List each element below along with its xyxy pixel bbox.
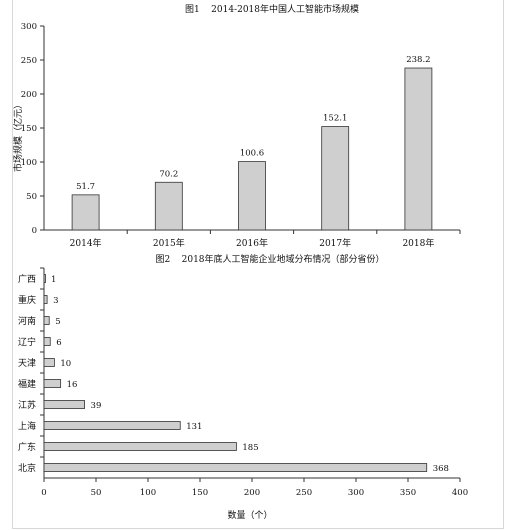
chart2-data-label: 1 <box>51 275 56 285</box>
chart2-data-label: 5 <box>55 317 60 327</box>
chart2-x-tick-label: 150 <box>192 488 208 498</box>
chart2-data-label: 368 <box>433 464 449 474</box>
chart2-x-tick-label: 50 <box>91 488 102 498</box>
chart2-bar <box>43 295 48 304</box>
figure-frame <box>12 0 504 529</box>
chart1-x-tick-label: 2017年 <box>319 237 351 249</box>
chart1-x-tick-label: 2014年 <box>70 237 102 249</box>
chart1-y-tick-label: 150 <box>21 124 37 134</box>
chart2-bar <box>43 358 55 367</box>
chart2-bar <box>43 421 181 430</box>
chart1-data-label: 70.2 <box>159 169 178 179</box>
chart2-y-tick-label: 广西 <box>18 273 36 285</box>
chart2-data-label: 39 <box>91 401 102 411</box>
chart1-bar <box>238 161 266 231</box>
chart2-y-tick-label: 福建 <box>18 378 36 390</box>
chart1-title: 图1 2014-2018年中国人工智能市场规模 <box>185 3 359 15</box>
chart1-y-tick-label: 300 <box>21 22 37 32</box>
chart2-bar <box>43 400 85 409</box>
chart2-x-tick-label: 250 <box>296 488 312 498</box>
chart2-data-label: 10 <box>60 359 71 369</box>
chart1-y-axis-label: 市场规模（亿元） <box>12 100 24 172</box>
chart1-data-label: 51.7 <box>76 182 95 192</box>
chart2-bar <box>43 463 428 472</box>
chart2-y-tick-label: 上海 <box>18 420 36 432</box>
chart2-bar <box>43 379 62 388</box>
chart1-bar <box>404 67 433 231</box>
chart2-y-tick-label: 河南 <box>18 315 36 327</box>
chart1-y-tick-label: 200 <box>21 90 37 100</box>
chart2-bar <box>43 337 51 346</box>
chart1-y-tick-label: 250 <box>21 56 37 66</box>
chart1-bar <box>321 126 350 231</box>
chart1-x-tick-label: 2016年 <box>236 237 268 249</box>
chart1-y-tick-label: 0 <box>32 226 37 236</box>
chart2-x-tick-label: 350 <box>400 488 416 498</box>
chart2-x-tick-label: 300 <box>348 488 364 498</box>
chart2-y-tick-label: 广东 <box>18 441 36 453</box>
chart2-x-axis-label: 数量（个） <box>227 509 272 521</box>
chart2-y-tick-label: 北京 <box>18 462 36 474</box>
chart2-bar <box>43 274 46 283</box>
chart2-data-label: 185 <box>242 443 258 453</box>
chart2-y-tick-label: 重庆 <box>18 294 36 306</box>
chart2-y-tick-label: 辽宁 <box>18 336 36 348</box>
chart2-data-label: 3 <box>53 296 58 306</box>
chart2-x-tick-label: 400 <box>452 488 468 498</box>
chart1-bar <box>154 181 183 231</box>
chart1-bar <box>71 194 100 231</box>
chart2-x-tick-label: 0 <box>41 488 46 498</box>
chart1-y-tick-label: 50 <box>26 192 37 202</box>
chart1-data-label: 100.6 <box>240 149 264 159</box>
chart1-y-tick-label: 100 <box>21 158 37 168</box>
chart1-x-tick-label: 2015年 <box>153 237 185 249</box>
chart2-bar <box>43 442 237 451</box>
chart2-bar <box>43 316 50 325</box>
chart2-data-label: 16 <box>67 380 78 390</box>
chart1-x-tick-label: 2018年 <box>402 237 434 249</box>
chart2-data-label: 131 <box>186 422 202 432</box>
chart2-x-tick-label: 200 <box>244 488 260 498</box>
chart2-data-label: 6 <box>56 338 61 348</box>
chart2-title: 图2 2018年底人工智能企业地域分布情况（部分省份） <box>155 253 384 265</box>
chart2-y-tick-label: 江苏 <box>18 399 36 411</box>
chart2-x-tick-label: 100 <box>140 488 156 498</box>
chart1-data-label: 152.1 <box>323 114 347 124</box>
chart1-data-label: 238.2 <box>406 55 430 65</box>
chart2-y-tick-label: 天津 <box>18 358 36 369</box>
